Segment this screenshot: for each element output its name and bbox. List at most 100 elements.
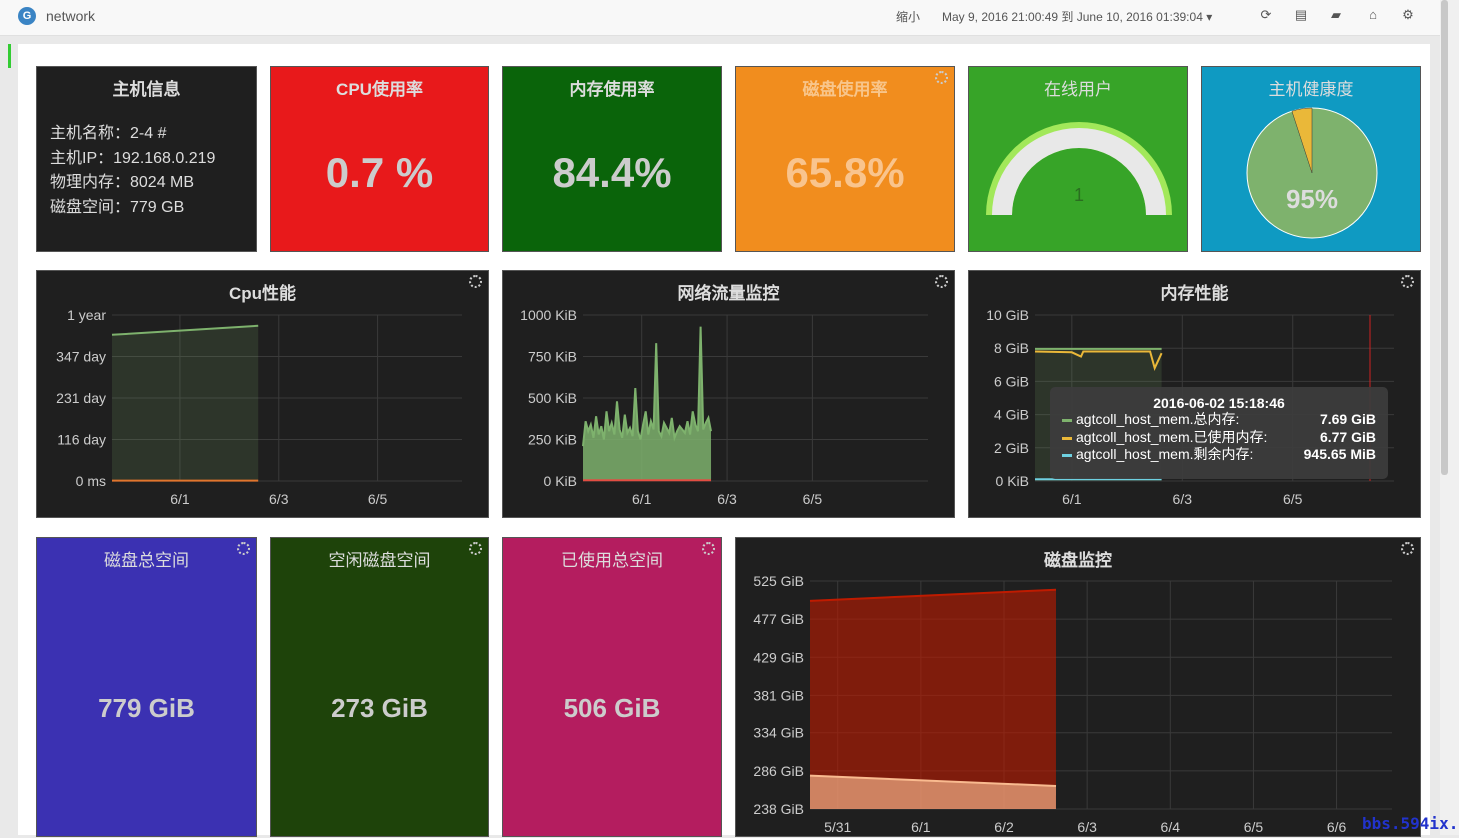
y-tick-label: 8 GiB xyxy=(994,340,1029,356)
tooltip-time: 2016-06-02 15:18:46 xyxy=(1153,395,1285,411)
network-traffic-panel: 网络流量监控 0 KiB 250 KiB 500 KiB 750 KiB 1000 Ki… xyxy=(502,270,955,518)
y-tick-label: 525 GiB xyxy=(753,573,804,589)
panel-title: 在线用户 xyxy=(1044,80,1112,99)
x-tick-label: 6/1 xyxy=(911,819,931,835)
gauge: 1 xyxy=(986,122,1172,216)
y-tick-label: 1 year xyxy=(67,307,106,323)
pie-slice-unhealthy xyxy=(1291,107,1313,174)
disk-used-value: 506 GiB xyxy=(563,693,661,723)
watermark: bbs.594ix.com xyxy=(1362,814,1459,833)
disk-usage-panel: 磁盘使用率 65.8% xyxy=(735,66,955,252)
y-tick-label: 750 KiB xyxy=(528,349,577,365)
health-value: 95% xyxy=(1286,184,1338,214)
x-tick-label: 6/5 xyxy=(1244,819,1264,835)
panel-title: 空闲磁盘空间 xyxy=(328,551,431,570)
disk-total-value: 779 GiB xyxy=(98,693,195,723)
series-name: agtcoll_host_mem.已使用内存: xyxy=(1076,428,1268,445)
host-disk: 磁盘空间：779 GB xyxy=(50,198,185,216)
series-swatch xyxy=(1062,436,1072,440)
disk-monitor-panel: 磁盘监控 238 GiB 286 GiB 334 GiB 381 GiB 429 GiB… xyxy=(735,537,1421,837)
panel-title: Cpu性能 xyxy=(228,284,297,303)
loading-spinner-icon xyxy=(935,275,948,288)
save-icon[interactable]: ▤ xyxy=(1294,7,1308,22)
chart-tooltip: 2016-06-02 15:18:46 agtcoll_host_mem.总内存… xyxy=(1050,387,1388,479)
y-tick-label: 0 ms xyxy=(76,473,106,489)
host-ip: 主机IP：192.168.0.219 xyxy=(50,149,216,167)
tooltip-row: agtcoll_host_mem.剩余内存: 945.65 MiB xyxy=(1050,446,1388,464)
y-tick-label: 477 GiB xyxy=(753,611,804,627)
panel-title: 磁盘监控 xyxy=(1044,551,1112,570)
home-icon[interactable]: ⌂ xyxy=(1369,7,1377,22)
tooltip-row: agtcoll_host_mem.总内存: 7.69 GiB xyxy=(1050,411,1388,429)
x-tick-label: 6/2 xyxy=(994,819,1014,835)
disk-free-value: 273 GiB xyxy=(331,693,428,723)
x-tick-label: 6/3 xyxy=(1077,819,1097,835)
host-name: 主机名称：2-4 # xyxy=(50,125,167,142)
panel-title: CPU使用率 xyxy=(336,80,423,99)
y-tick-label: 238 GiB xyxy=(753,801,804,817)
panel-title: 主机健康度 xyxy=(1268,80,1354,99)
x-tick-label: 6/6 xyxy=(1327,819,1347,835)
loading-spinner-icon xyxy=(469,275,482,288)
gear-icon[interactable]: ⚙ xyxy=(1402,7,1414,22)
series-area xyxy=(112,325,259,481)
loading-spinner-icon xyxy=(237,542,250,555)
y-tick-label: 4 GiB xyxy=(994,407,1029,423)
panel-title: 内存使用率 xyxy=(569,80,655,99)
y-tick-label: 0 KiB xyxy=(544,473,577,489)
loading-spinner-icon xyxy=(935,71,948,84)
top-nav-bar: G network 缩小 May 9, 2016 21:00:49 到 June… xyxy=(0,0,1440,36)
series-swatch xyxy=(1062,419,1072,422)
memory-usage-panel: 内存使用率 84.4% xyxy=(502,66,722,252)
disk-used-panel: 已使用总空间 506 GiB xyxy=(502,537,722,837)
x-tick-label: 6/3 xyxy=(717,491,737,507)
y-tick-label: 6 GiB xyxy=(994,373,1029,389)
x-tick-label: 6/4 xyxy=(1161,819,1181,835)
x-tick-label: 6/5 xyxy=(368,491,388,507)
x-tick-label: 6/3 xyxy=(269,491,289,507)
y-tick-label: 1000 KiB xyxy=(520,307,577,323)
disk-chart[interactable]: 238 GiB 286 GiB 334 GiB 381 GiB 429 GiB 477 G… xyxy=(736,538,1422,838)
network-chart[interactable]: 0 KiB 250 KiB 500 KiB 750 KiB 1000 KiB 6/1 6/3… xyxy=(503,271,956,519)
series-line xyxy=(809,588,1057,602)
gauge-value-arc xyxy=(992,128,1166,216)
dashboard-title[interactable]: network xyxy=(46,8,96,24)
grafana-logo-icon[interactable]: G xyxy=(18,7,36,25)
y-tick-label: 250 KiB xyxy=(528,432,577,448)
series-area xyxy=(810,589,1056,809)
loading-spinner-icon xyxy=(469,542,482,555)
y-tick-label: 286 GiB xyxy=(753,763,804,779)
row-collapse-handle[interactable] xyxy=(8,44,11,68)
y-tick-label: 0 KiB xyxy=(996,473,1029,489)
y-tick-label: 2 GiB xyxy=(994,440,1029,456)
pie-chart: 95% xyxy=(1246,107,1378,239)
zoom-out-button[interactable]: 缩小 xyxy=(896,10,921,24)
panel-title: 磁盘使用率 xyxy=(802,80,888,99)
series-value: 6.77 GiB xyxy=(1319,428,1376,445)
online-users-panel: 在线用户 1 xyxy=(968,66,1188,252)
time-range-picker[interactable]: May 9, 2016 21:00:49 到 June 10, 2016 01:… xyxy=(942,10,1213,24)
panel-title: 主机信息 xyxy=(112,80,181,99)
panel-title: 磁盘总空间 xyxy=(104,551,189,570)
memory-usage-value: 84.4% xyxy=(552,149,672,196)
series-value: 945.65 MiB xyxy=(1303,446,1376,462)
refresh-icon[interactable]: ⟳ xyxy=(1260,7,1272,22)
series-area xyxy=(583,326,712,481)
disk-total-panel: 磁盘总空间 779 GiB xyxy=(36,537,257,837)
x-tick-label: 6/5 xyxy=(803,491,823,507)
x-tick-label: 6/3 xyxy=(1173,491,1193,507)
gauge-value: 1 xyxy=(1074,185,1084,205)
x-tick-label: 6/1 xyxy=(170,491,190,507)
host-info-panel: 主机信息 主机名称：2-4 # 主机IP：192.168.0.219 物理内存：… xyxy=(36,66,257,252)
series-swatch xyxy=(1062,454,1072,457)
y-tick-label: 429 GiB xyxy=(753,649,804,665)
folder-open-icon[interactable]: ▰ xyxy=(1331,7,1341,22)
y-tick-label: 231 day xyxy=(56,390,106,406)
series-line xyxy=(1034,350,1163,371)
cpu-chart[interactable]: 0 ms 116 day 231 day 347 day 1 year 6/1 6/3 6/5 xyxy=(37,271,490,519)
loading-spinner-icon xyxy=(702,542,715,555)
host-memory: 物理内存：8024 MB xyxy=(50,174,195,191)
scrollbar-thumb[interactable] xyxy=(1441,0,1448,475)
y-tick-label: 334 GiB xyxy=(753,725,804,741)
cpu-performance-panel: Cpu性能 0 ms 116 day 231 day 347 day 1 year 6/1… xyxy=(36,270,489,518)
